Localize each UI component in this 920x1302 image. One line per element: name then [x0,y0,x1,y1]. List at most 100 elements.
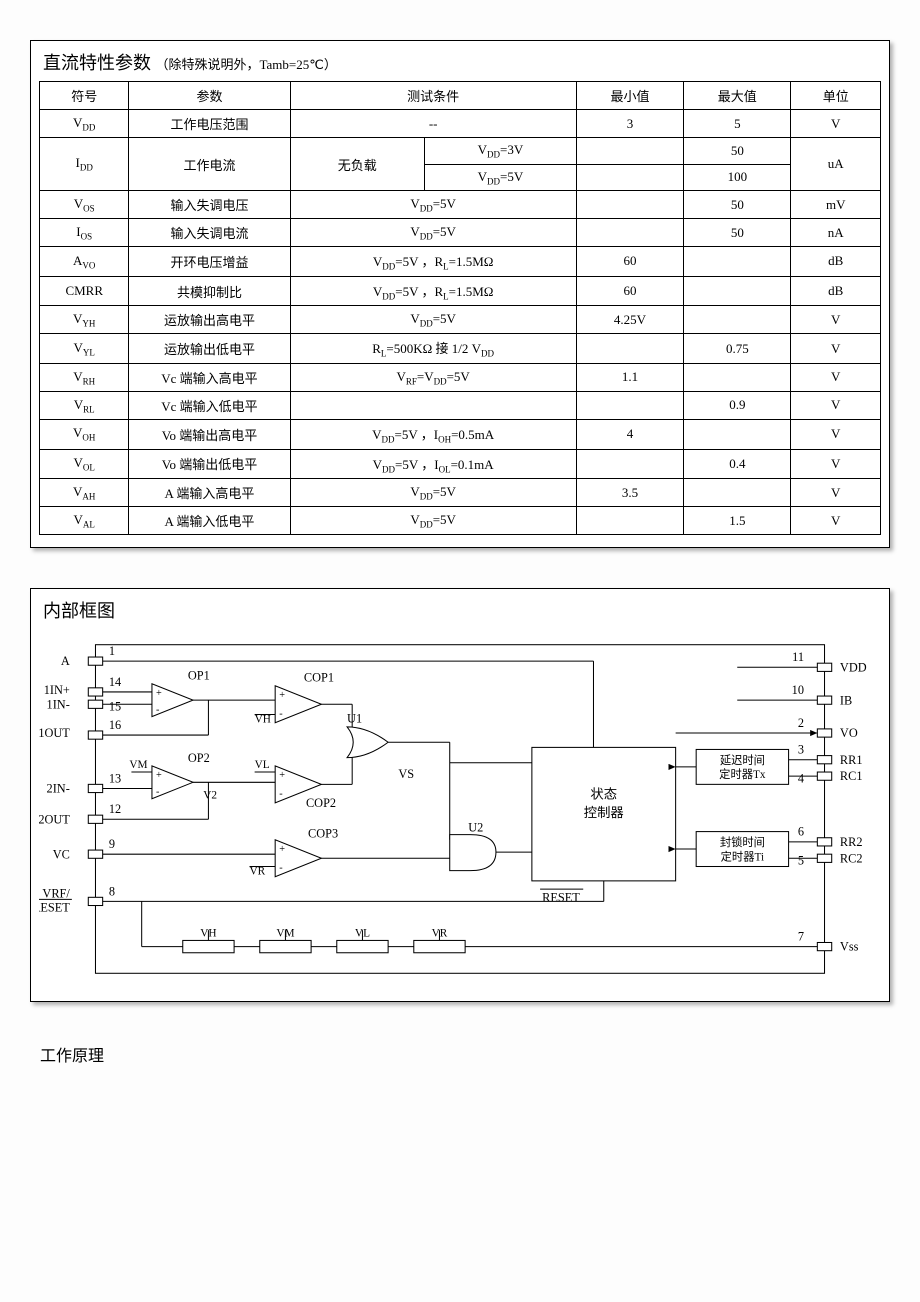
dc-params-table: 符号 参数 测试条件 最小值 最大值 单位 VDD 工作电压范围 -- 3 5 … [39,81,881,535]
table-row: VYL 运放输出低电平 RL=500KΩ 接 1/2 VDD 0.75 V [40,334,881,364]
svg-text:RESET: RESET [542,891,580,905]
svg-text:6: 6 [798,825,804,839]
table-row: IOS 输入失调电流 VDD=5V 50 nA [40,219,881,247]
diagram-title: 内部框图 [43,597,881,623]
svg-text:2IN-: 2IN- [47,782,70,796]
svg-text:RR1: RR1 [840,753,863,767]
svg-text:2: 2 [798,716,804,730]
table-row: IDD 工作电流 无负载 VDD=3V 50 uA [40,138,881,165]
table-row: CMRR 共模抑制比 VDD=5V ，RL=1.5MΩ 60 dB [40,276,881,306]
svg-text:OP2: OP2 [188,751,210,765]
svg-text:1IN+: 1IN+ [44,683,70,697]
table-row: VOS 输入失调电压 VDD=5V 50 mV [40,191,881,219]
svg-text:1: 1 [109,644,115,658]
op1-block: + - OP1 [103,669,276,735]
reset-line: RESET [103,881,604,905]
hdr-symbol: 符号 [40,82,129,110]
timer1-block: 延迟时间 定时器Tx [676,750,818,785]
table-row: VDD 工作电压范围 -- 3 5 V [40,110,881,138]
svg-text:+: + [279,770,285,781]
table-header-row: 符号 参数 测试条件 最小值 最大值 单位 [40,82,881,110]
svg-text:U1: U1 [347,712,362,726]
svg-text:RR2: RR2 [840,835,863,849]
svg-text:VDD: VDD [840,661,867,675]
resistor-chain: VH VM VL VR [142,902,818,953]
svg-text:Vss: Vss [840,940,859,954]
svg-text:VR: VR [250,866,266,878]
svg-text:OP1: OP1 [188,669,210,683]
svg-text:-: - [279,789,283,800]
u1-gate: U1 VS [347,712,450,840]
svg-text:VO: VO [840,726,858,740]
section-heading: 工作原理 [40,1042,890,1066]
dc-params-panel: 直流特性参数 （除特殊说明外，Tamb=25℃） 符号 参数 测试条件 最小值 … [30,40,890,548]
svg-text:1IN-: 1IN- [47,698,70,712]
block-diagram-panel: 内部框图 1 A [30,588,890,1002]
svg-text:-: - [279,709,283,720]
svg-text:V2: V2 [203,790,217,802]
diagram-svg: 1 A 14 1IN+ 15 1IN- 16 1OUT [39,629,881,989]
svg-text:-: - [156,705,160,716]
svg-text:VM: VM [129,759,147,771]
svg-text:14: 14 [109,675,121,689]
table-row: VYH 运放输出高电平 VDD=5V 4.25V V [40,306,881,334]
timer2-block: 封锁时间 定时器Ti [676,832,818,867]
table-row: VOH Vo 端输出高电平 VDD=5V ，IOH=0.5mA 4 V [40,419,881,449]
svg-text:U2: U2 [468,821,483,835]
table-row: VOL Vo 端输出低电平 VDD=5V ，IOL=0.1mA 0.4 V [40,449,881,479]
svg-text:RC1: RC1 [840,769,863,783]
title-main: 直流特性参数 [43,53,151,73]
hdr-max: 最大值 [684,82,791,110]
svg-text:定时器Ti: 定时器Ti [721,849,764,863]
table-row: VAH A 端输入高电平 VDD=5V 3.5 V [40,479,881,507]
svg-text:IB: IB [840,693,852,707]
table-row: VRH Vc 端输入高电平 VRF=VDD=5V 1.1 V [40,363,881,391]
svg-text:1OUT: 1OUT [39,726,70,740]
table-title: 直流特性参数 （除特殊说明外，Tamb=25℃） [43,49,881,75]
svg-text:8: 8 [109,884,115,898]
svg-text:VRF/: VRF/ [42,886,70,900]
svg-text:-: - [156,787,160,798]
svg-text:7: 7 [798,930,804,944]
svg-text:VH: VH [255,714,271,726]
svg-text:+: + [279,844,285,855]
hdr-unit: 单位 [791,82,881,110]
svg-text:A: A [61,654,70,668]
svg-text:COP1: COP1 [304,671,334,685]
svg-text:11: 11 [792,650,804,664]
svg-text:VS: VS [398,767,414,781]
svg-text:RESET: RESET [39,901,70,915]
svg-text:VL: VL [255,759,270,771]
hdr-param: 参数 [129,82,290,110]
svg-text:+: + [279,690,285,701]
svg-text:状态: 状态 [590,787,617,802]
svg-text:12: 12 [109,802,121,816]
svg-text:10: 10 [792,683,804,697]
svg-text:13: 13 [109,771,121,785]
svg-text:定时器Tx: 定时器Tx [719,767,766,781]
svg-text:封锁时间: 封锁时间 [720,835,765,849]
hdr-min: 最小值 [576,82,683,110]
cop1-block: + - COP1 VH [255,671,353,732]
svg-text:+: + [156,770,162,781]
svg-text:控制器: 控制器 [584,805,624,820]
title-sub: （除特殊说明外，Tamb=25℃） [156,57,337,72]
svg-text:3: 3 [798,743,804,757]
svg-text:-: - [279,863,283,874]
svg-text:延迟时间: 延迟时间 [720,754,765,767]
table-row: VRL Vc 端输入低电平 0.9 V [40,391,881,419]
hdr-cond: 测试条件 [290,82,576,110]
svg-text:2OUT: 2OUT [39,813,70,827]
svg-text:RC2: RC2 [840,852,863,866]
svg-text:15: 15 [109,700,121,714]
op2-block: + - OP2 VM V2 [103,751,276,820]
svg-text:VC: VC [53,847,70,861]
svg-text:5: 5 [798,854,804,868]
svg-text:COP3: COP3 [308,827,338,841]
svg-text:16: 16 [109,718,121,732]
table-row: AVO 开环电压增益 VDD=5V ，RL=1.5MΩ 60 dB [40,247,881,277]
svg-text:COP2: COP2 [306,796,336,810]
svg-text:+: + [156,688,162,699]
block-diagram: 1 A 14 1IN+ 15 1IN- 16 1OUT [39,629,881,989]
table-row: VAL A 端输入低电平 VDD=5V 1.5 V [40,507,881,535]
